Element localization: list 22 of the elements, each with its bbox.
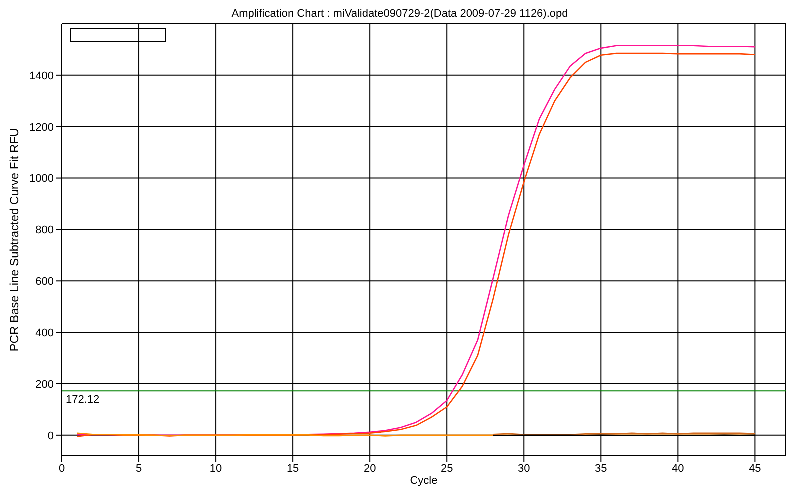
y-tick-label: 1000 — [30, 173, 54, 186]
x-tick-label: 25 — [440, 462, 454, 475]
x-tick-label: 40 — [672, 462, 684, 475]
y-tick-label: 1200 — [30, 122, 54, 134]
x-tick-label: 10 — [210, 462, 222, 475]
y-tick-label: 200 — [36, 378, 54, 391]
x-axis-title: Cycle — [410, 475, 438, 487]
x-tick-label: 0 — [58, 462, 66, 475]
x-tick-label: 35 — [595, 462, 608, 475]
y-tick-label: 600 — [36, 276, 54, 288]
x-tick-label: 30 — [518, 462, 530, 475]
y-tick-label: 400 — [36, 327, 54, 340]
ref-line-label: 172.12 — [66, 394, 100, 406]
y-tick-label: 800 — [36, 224, 54, 237]
x-tick-label: 5 — [136, 462, 142, 475]
y-axis-title: PCR Base Line Subtracted Curve Fit RFU — [7, 128, 22, 352]
chart-title: Amplification Chart : miValidate090729-2(Data 2009-07-29 1126).opd — [230, 8, 570, 20]
x-tick-label: 15 — [286, 462, 300, 475]
x-tick-label: 20 — [364, 462, 376, 475]
y-tick-label: 0 — [48, 430, 54, 442]
y-tick-label: 1400 — [30, 70, 54, 82]
x-tick-label: 45 — [749, 462, 762, 475]
